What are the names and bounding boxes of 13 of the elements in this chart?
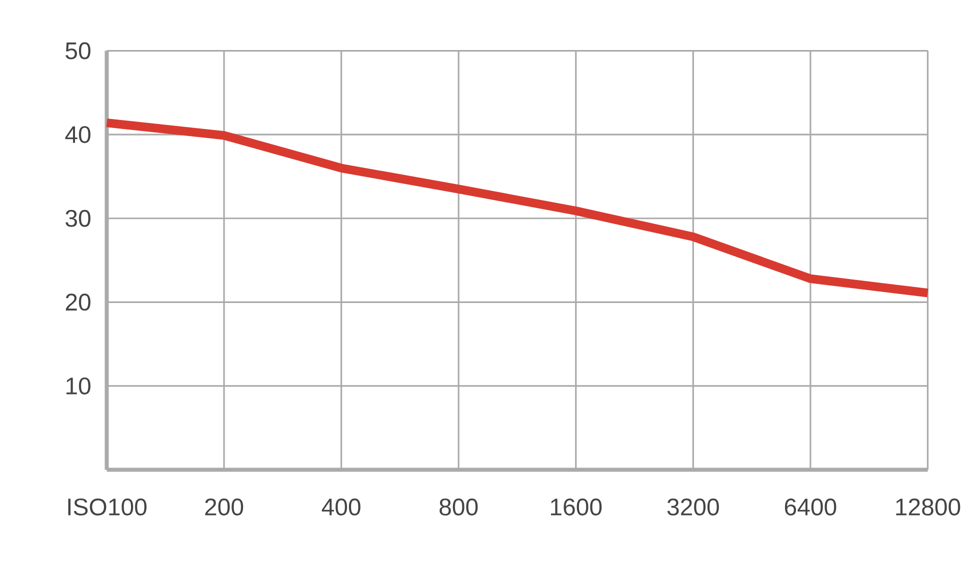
x-tick-label: 3200 <box>667 498 719 516</box>
x-tick-label: 400 <box>322 498 360 516</box>
x-tick-label: 1600 <box>551 498 602 516</box>
x-tick-label: 200 <box>205 498 244 516</box>
y-tick-label: 50 <box>66 42 90 60</box>
x-tick-label: 800 <box>440 498 478 516</box>
x-tick-label: 12800 <box>896 498 960 516</box>
y-tick-label: 40 <box>65 126 90 144</box>
y-tick-label: 10 <box>66 377 90 394</box>
x-tick-label: 6400 <box>784 498 836 516</box>
x-tick-label: ISO100 <box>68 498 147 516</box>
y-tick-label: 30 <box>66 210 90 227</box>
y-tick-label: 20 <box>66 294 90 311</box>
